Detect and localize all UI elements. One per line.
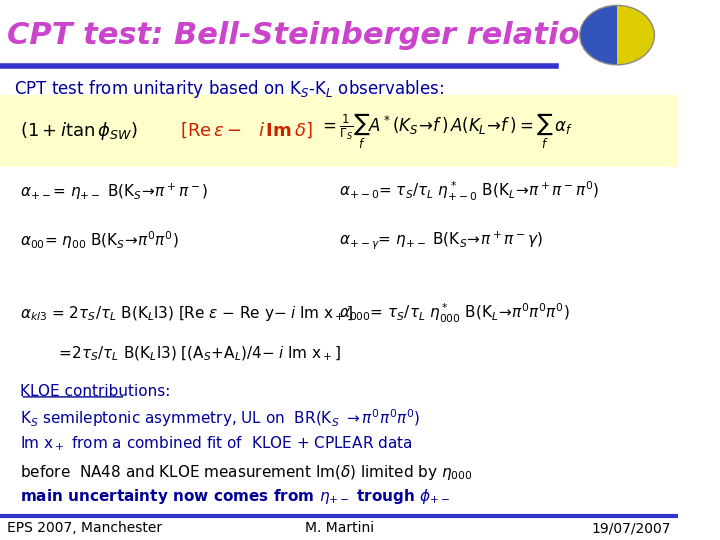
Text: $\alpha_{+-0}$= $\tau_S/\tau_L$ $\eta^*_{+-0}$ B(K$_L\!\to\!\pi^+\pi^-\pi^0$): $\alpha_{+-0}$= $\tau_S/\tau_L$ $\eta^*_… [339,180,599,203]
Text: before  NA48 and KLOE measurement Im($\delta$) limited by $\eta_{000}$: before NA48 and KLOE measurement Im($\de… [20,463,473,482]
Text: K$_S$ semileptonic asymmetry, UL on  BR(K$_S$ $\to\pi^0\pi^0\pi^0$): K$_S$ semileptonic asymmetry, UL on BR(K… [20,408,420,429]
Text: =2$\tau_S/\tau_L$ B(K$_L$l3) [(A$_S$+A$_L$)/4$-$ $i$ Im x$_+$]: =2$\tau_S/\tau_L$ B(K$_L$l3) [(A$_S$+A$_… [20,345,341,363]
Text: $i\,\mathbf{Im}\,\delta]$: $i\,\mathbf{Im}\,\delta]$ [258,121,312,140]
Wedge shape [580,5,617,65]
Text: Im x$_+$ from a combined fit of  KLOE + CPLEAR data: Im x$_+$ from a combined fit of KLOE + C… [20,435,413,453]
Text: $\alpha_{00}$= $\eta_{00}$ B(K$_S\!\to\!\pi^0\pi^0$): $\alpha_{00}$= $\eta_{00}$ B(K$_S\!\to\!… [20,230,179,251]
Wedge shape [617,5,654,65]
Text: $[\mathrm{Re}\,\varepsilon - $: $[\mathrm{Re}\,\varepsilon - $ [180,121,242,140]
Text: $(1 + i\tan\phi_{SW})$: $(1 + i\tan\phi_{SW})$ [20,120,139,141]
Text: $= \frac{1}{\Gamma_S}\sum_f A^*(K_S\!\to\!f\,)\,A(K_L\!\to\!f\,) = \sum_f\,\alph: $= \frac{1}{\Gamma_S}\sum_f A^*(K_S\!\to… [319,111,572,151]
Text: EPS 2007, Manchester: EPS 2007, Manchester [6,521,162,535]
Text: main uncertainty now comes from $\eta_{+-}$ trough $\phi_{+-}$: main uncertainty now comes from $\eta_{+… [20,487,451,507]
Text: $\alpha_{000}$= $\tau_S/\tau_L$ $\eta^*_{000}$ B(K$_L\!\to\!\pi^0\pi^0\pi^0$): $\alpha_{000}$= $\tau_S/\tau_L$ $\eta^*_… [339,302,570,325]
FancyBboxPatch shape [0,94,678,167]
Text: $\alpha_{+-}$= $\eta_{+-}$ B(K$_S\!\to\!\pi^+\pi^-$): $\alpha_{+-}$= $\eta_{+-}$ B(K$_S\!\to\!… [20,181,209,202]
Text: KLOE contributions:: KLOE contributions: [20,384,171,399]
Text: 19/07/2007: 19/07/2007 [592,521,671,535]
Text: CPT test: Bell-Steinberger relation: CPT test: Bell-Steinberger relation [6,21,601,50]
Text: CPT test from unitarity based on K$_S$-K$_L$ observables:: CPT test from unitarity based on K$_S$-K… [14,78,444,100]
Text: $\alpha_{+-\gamma}$= $\eta_{+-}$ B(K$_S\!\to\!\pi^+\pi^-\gamma$): $\alpha_{+-\gamma}$= $\eta_{+-}$ B(K$_S\… [339,230,543,251]
Text: M. Martini: M. Martini [305,521,374,535]
Text: $\alpha_{kl3}$ = 2$\tau_S/\tau_L$ B(K$_L$l3) [Re $\varepsilon$ $-$ Re y$-$ $i$ I: $\alpha_{kl3}$ = 2$\tau_S/\tau_L$ B(K$_L… [20,303,354,323]
